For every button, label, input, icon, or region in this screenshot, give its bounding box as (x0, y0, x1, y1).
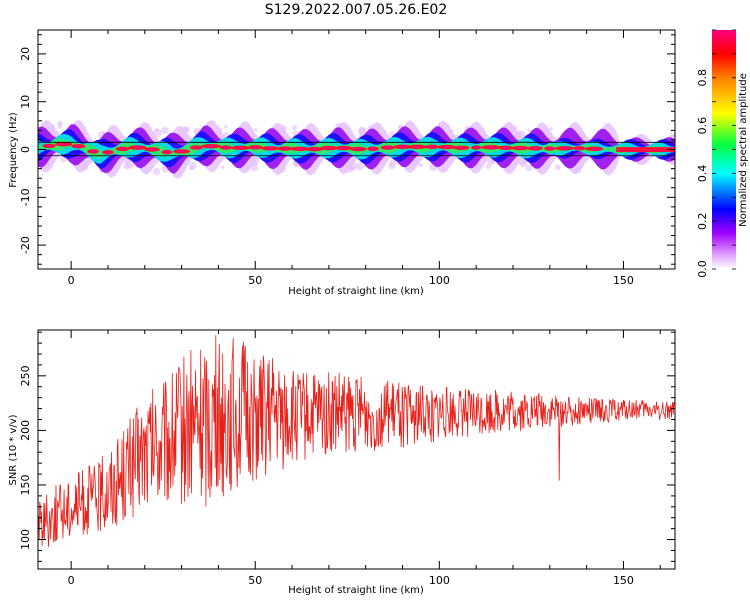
spectrogram-y-tick-label: 10 (19, 95, 32, 109)
spectrogram-peak-core (90, 150, 96, 153)
spectrogram-speckle (291, 124, 298, 130)
spectrogram-speckle (355, 162, 364, 171)
spectrogram-peak-core (238, 146, 244, 149)
spectrogram-y-tick-label: 0 (19, 146, 32, 153)
spectrogram-peak-core (444, 146, 450, 149)
spectrogram-speckle (520, 160, 528, 168)
snr-y-tick-label: 250 (19, 365, 32, 386)
spectrogram-peak-core (458, 146, 464, 149)
spectrogram-peak-core (326, 147, 332, 150)
spectrogram-peak-core (414, 145, 420, 148)
spectrogram-speckle (418, 162, 423, 168)
spectrogram-speckle (397, 125, 402, 129)
spectrogram-x-tick-label: 100 (429, 274, 450, 287)
spectrogram-peak-core (532, 147, 538, 150)
spectrogram-panel: 0 50 100 150 -20 -10 0 10 20 Height of straight … (8, 29, 676, 297)
spectrogram-y-tick-label: -10 (19, 188, 32, 206)
spectrogram-peak-core (296, 147, 302, 150)
spectrogram-peak-core (223, 146, 229, 149)
snr-x-tick-label: 0 (68, 574, 75, 587)
spectrogram-speckle (161, 126, 169, 135)
spectrogram-y-tick-label: 20 (19, 47, 32, 61)
spectrogram-peak-core (400, 145, 406, 148)
spectrogram-peak-core (488, 146, 494, 149)
spectrogram-peak-core (517, 147, 523, 150)
colorbar-label: Normalized spectral amplitude (738, 73, 749, 227)
spectrogram-x-tick-label: 150 (613, 274, 634, 287)
spectrogram-speckle (189, 165, 195, 171)
colorbar-tick-label: 0.2 (696, 212, 709, 230)
snr-ticks: 0 50 100 150 100 150 200 250 (19, 330, 675, 587)
spectrogram-heatmap (38, 119, 675, 179)
spectrogram-speckle (152, 167, 161, 176)
colorbar-tick-label: 0.8 (696, 69, 709, 87)
spectrogram-peak-core (576, 147, 582, 150)
snr-y-tick-label: 100 (19, 529, 32, 550)
spectrogram-speckle (358, 127, 366, 135)
spectrogram-speckle (253, 127, 258, 132)
spectrogram-peak-core (134, 146, 140, 149)
spectrogram-peak-core (311, 148, 317, 151)
snr-y-tick-label: 150 (19, 474, 32, 495)
spectrogram-peak-core (341, 147, 347, 150)
spectrogram-peak-core (120, 147, 126, 150)
spectrogram-peak-core (429, 145, 435, 148)
spectrogram-end-band (616, 147, 675, 153)
spectrogram-x-axis-label: Height of straight line (km) (288, 286, 424, 297)
spectrogram-x-tick-label: 0 (68, 274, 75, 287)
spectrogram-speckle (527, 128, 531, 132)
snr-y-axis-label: SNR (10 * v/v) (8, 414, 19, 485)
colorbar-tick-label: 0.4 (696, 165, 709, 183)
spectrogram-peak-core (503, 146, 509, 149)
colorbar-tick-label: 0.0 (696, 260, 709, 278)
snr-x-tick-label: 150 (613, 574, 634, 587)
snr-x-axis-label: Height of straight line (km) (288, 585, 424, 596)
spectrogram-peak-core (164, 151, 170, 154)
spectrogram-speckle (184, 126, 190, 133)
spectrogram-peak-core (105, 151, 111, 154)
snr-frame (37, 329, 676, 570)
spectrogram-speckle (154, 128, 159, 132)
spectrogram-peak-core (252, 146, 258, 149)
spectrogram-speckle (224, 125, 228, 129)
spectrogram-speckle (389, 131, 395, 137)
spectrogram-peak-core (591, 147, 597, 150)
spectrogram-peak-core (208, 145, 214, 148)
spectrogram-peak-core (149, 148, 155, 151)
chart-title: S129.2022.007.05.26.E02 (265, 2, 448, 18)
spectrogram-y-axis-label: Frequency (Hz) (8, 112, 19, 188)
spectrogram-speckle (525, 164, 533, 172)
spectrogram-peak-core (370, 147, 376, 150)
spectrogram-peak-core (385, 146, 391, 149)
spectrogram-peak-core (179, 150, 185, 153)
spectrogram-peak-core (562, 147, 568, 150)
snr-panel: 0 50 100 150 100 150 200 250 Height of straight… (8, 329, 676, 596)
spectrogram-ticks: 0 50 100 150 -20 -10 0 10 20 (19, 30, 675, 287)
spectrogram-speckle (549, 127, 553, 131)
spectrogram-speckle (555, 164, 561, 171)
spectrogram-peak-core (473, 146, 479, 149)
spectrogram-peak-core (282, 147, 288, 150)
spectrogram-peak-core (267, 147, 273, 150)
colorbar: 0.0 0.2 0.4 0.6 0.8 Normalized spectral ampl… (696, 29, 749, 278)
spectrogram-peak-core (547, 147, 553, 150)
snr-x-tick-label: 50 (248, 574, 262, 587)
spectrogram-speckle (57, 122, 63, 129)
spectrogram-speckle (388, 162, 396, 170)
spectrogram-speckle (485, 163, 492, 170)
colorbar-ticks: 0.0 0.2 0.4 0.6 0.8 (696, 29, 736, 278)
spectrogram-y-tick-label: -20 (19, 236, 32, 254)
spectrogram-peak-core (46, 144, 52, 147)
colorbar-tick-label: 0.6 (696, 117, 709, 135)
snr-x-tick-label: 100 (429, 574, 450, 587)
spectrogram-peak-core (193, 146, 199, 149)
spectrogram-x-tick-label: 50 (248, 274, 262, 287)
spectrogram-speckle (220, 165, 225, 169)
spectrogram-peak-core (355, 148, 361, 151)
spectrogram-peak-core (76, 145, 82, 148)
snr-series-line (38, 335, 675, 548)
snr-y-tick-label: 200 (19, 420, 32, 441)
spectrogram-peak-core (61, 143, 67, 146)
